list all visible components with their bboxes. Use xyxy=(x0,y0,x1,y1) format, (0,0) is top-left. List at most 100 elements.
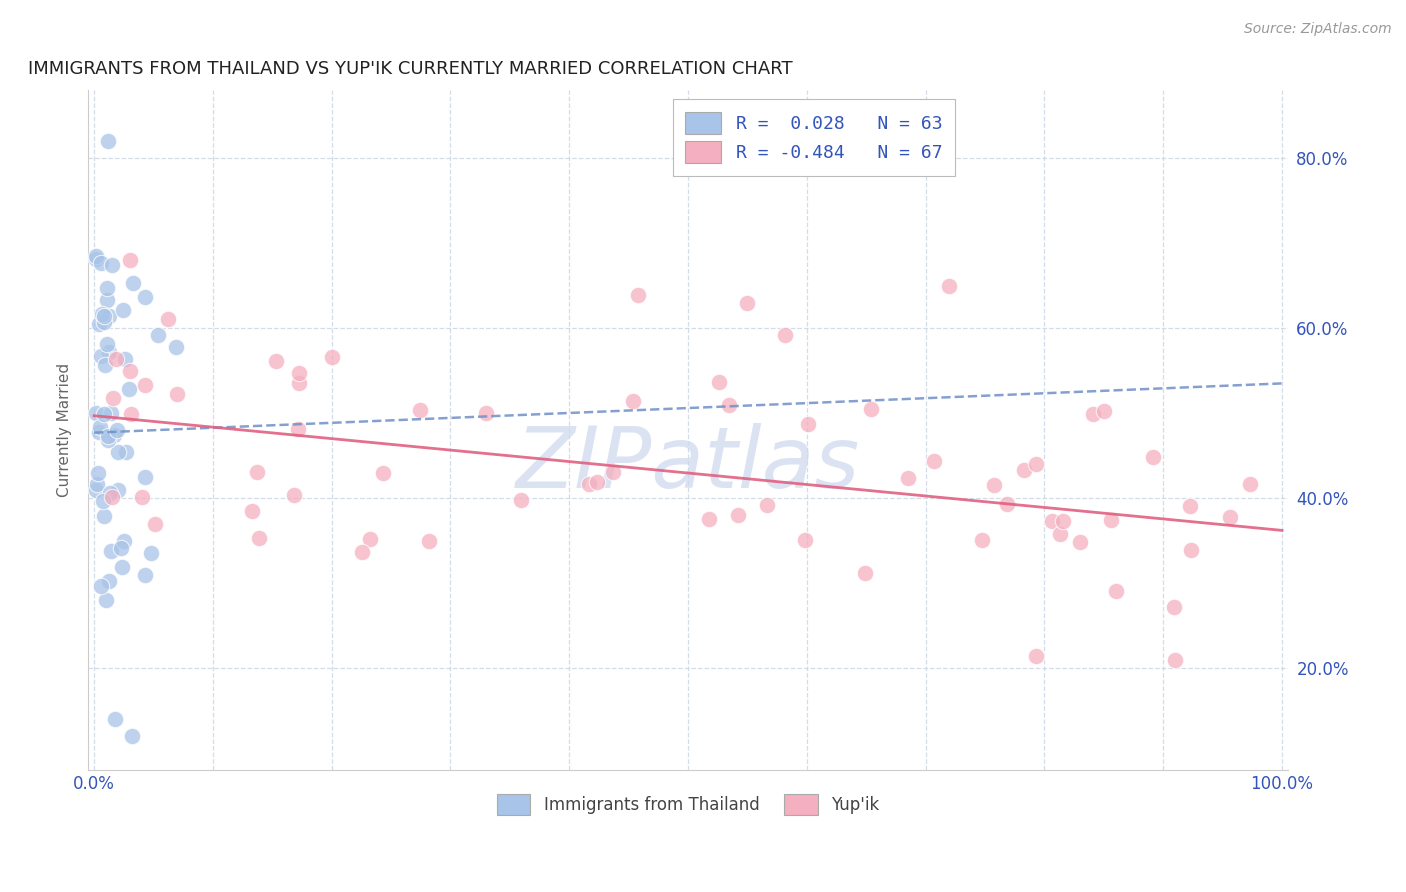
Point xyxy=(794,533,817,548)
Point xyxy=(93,407,115,421)
Point xyxy=(101,258,124,272)
Point xyxy=(100,406,122,420)
Point xyxy=(96,280,118,294)
Point xyxy=(1040,514,1063,528)
Point xyxy=(121,729,143,743)
Point xyxy=(897,471,920,485)
Point xyxy=(86,483,108,497)
Point xyxy=(1052,514,1074,528)
Point xyxy=(120,407,142,421)
Point xyxy=(409,403,432,417)
Point xyxy=(103,427,125,442)
Point xyxy=(1069,535,1091,549)
Point xyxy=(110,541,132,555)
Point xyxy=(97,309,120,323)
Point xyxy=(111,303,134,318)
Point xyxy=(737,295,759,310)
Point xyxy=(938,278,960,293)
Point xyxy=(86,249,108,263)
Point xyxy=(115,445,138,459)
Point xyxy=(94,358,117,372)
Point xyxy=(118,382,141,396)
Point xyxy=(134,568,156,582)
Point xyxy=(97,134,120,148)
Point xyxy=(98,486,121,500)
Point xyxy=(89,425,111,439)
Point xyxy=(1180,542,1202,557)
Point xyxy=(93,315,115,329)
Point xyxy=(1092,404,1115,418)
Point xyxy=(1099,513,1122,527)
Point xyxy=(775,328,797,343)
Point xyxy=(1105,584,1128,599)
Point xyxy=(96,592,118,607)
Point xyxy=(288,376,311,391)
Point xyxy=(90,350,112,364)
Point xyxy=(1178,500,1201,514)
Point xyxy=(283,488,305,502)
Point xyxy=(141,546,163,560)
Point xyxy=(86,477,108,491)
Point xyxy=(134,378,156,392)
Point xyxy=(1081,407,1104,421)
Point xyxy=(371,467,394,481)
Point xyxy=(131,491,153,505)
Point xyxy=(97,344,120,359)
Point xyxy=(1163,599,1185,614)
Point xyxy=(1142,450,1164,465)
Point xyxy=(118,253,141,268)
Point xyxy=(418,534,440,549)
Point xyxy=(100,544,122,558)
Point xyxy=(1219,509,1241,524)
Point xyxy=(114,352,136,367)
Text: IMMIGRANTS FROM THAILAND VS YUP'IK CURRENTLY MARRIED CORRELATION CHART: IMMIGRANTS FROM THAILAND VS YUP'IK CURRE… xyxy=(28,60,793,78)
Legend: Immigrants from Thailand, Yup'ik: Immigrants from Thailand, Yup'ik xyxy=(488,786,887,822)
Point xyxy=(1164,652,1187,666)
Point xyxy=(1239,477,1261,491)
Point xyxy=(105,423,128,437)
Point xyxy=(707,376,730,390)
Point xyxy=(240,504,263,518)
Point xyxy=(110,560,132,574)
Text: Source: ZipAtlas.com: Source: ZipAtlas.com xyxy=(1244,22,1392,37)
Point xyxy=(727,508,749,523)
Point xyxy=(134,470,156,484)
Point xyxy=(97,574,120,588)
Point xyxy=(93,309,115,323)
Point xyxy=(87,466,110,480)
Point xyxy=(922,454,945,468)
Point xyxy=(143,516,166,531)
Point xyxy=(853,566,876,580)
Point xyxy=(89,419,111,434)
Point xyxy=(288,366,311,380)
Point xyxy=(107,445,129,459)
Point xyxy=(475,406,498,420)
Point xyxy=(510,492,533,507)
Point xyxy=(1049,527,1071,541)
Point xyxy=(995,497,1018,511)
Point xyxy=(156,312,179,326)
Point xyxy=(245,465,267,479)
Point xyxy=(1025,457,1047,471)
Point xyxy=(1012,463,1035,477)
Point xyxy=(97,433,120,447)
Point xyxy=(97,428,120,442)
Point xyxy=(134,290,156,304)
Point xyxy=(112,534,135,549)
Point xyxy=(321,350,343,364)
Point xyxy=(122,277,145,291)
Point xyxy=(585,475,607,489)
Point xyxy=(264,353,287,368)
Point xyxy=(970,533,993,548)
Point xyxy=(860,401,883,416)
Text: ZIPatlas: ZIPatlas xyxy=(516,423,860,506)
Point xyxy=(96,293,118,307)
Point xyxy=(104,712,127,726)
Point xyxy=(165,340,187,354)
Point xyxy=(166,387,188,401)
Point xyxy=(578,477,600,491)
Point xyxy=(352,544,374,558)
Point xyxy=(90,578,112,592)
Point xyxy=(104,351,127,366)
Point xyxy=(86,407,108,421)
